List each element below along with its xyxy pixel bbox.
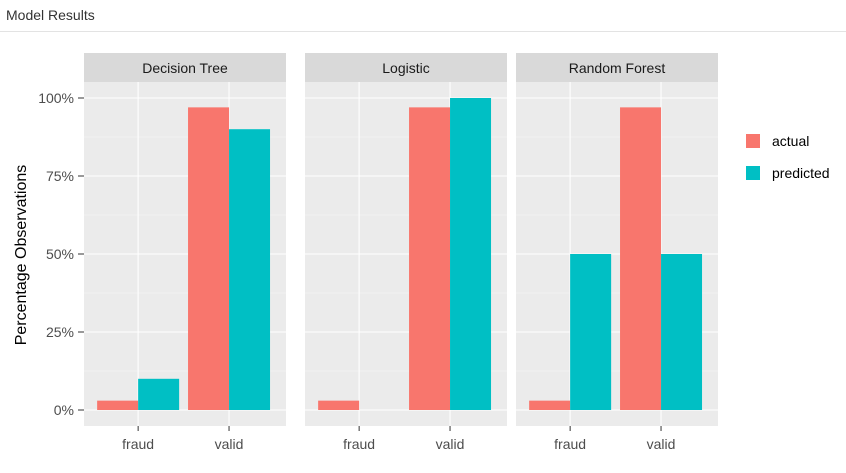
bar-actual-fraud	[97, 400, 139, 410]
y-axis-title: Percentage Observations	[13, 165, 30, 346]
facet-strip	[516, 53, 718, 82]
bar-predicted-valid	[229, 129, 271, 410]
facet-title: Logistic	[382, 60, 429, 76]
bar-actual-fraud	[318, 400, 360, 410]
bar-predicted-valid	[450, 98, 492, 410]
x-tick-label: valid	[436, 436, 465, 452]
y-tick-label: 25%	[46, 324, 74, 340]
bar-predicted-valid	[661, 254, 703, 410]
bar-actual-valid	[188, 107, 230, 411]
legend-swatch-predicted	[746, 166, 760, 180]
x-tick-label: valid	[647, 436, 676, 452]
legend-label-actual: actual	[772, 133, 809, 149]
facet-strip	[84, 53, 286, 82]
legend-label-predicted: predicted	[772, 165, 830, 181]
bar-actual-fraud	[529, 400, 571, 410]
x-tick-label: fraud	[554, 436, 586, 452]
facet-title: Decision Tree	[142, 60, 228, 76]
page-title: Model Results	[6, 7, 95, 23]
y-tick-label: 75%	[46, 168, 74, 184]
facet-title: Random Forest	[569, 60, 666, 76]
x-tick-label: fraud	[122, 436, 154, 452]
facet-strip	[305, 53, 507, 82]
legend-swatch-actual	[746, 134, 760, 148]
bar-predicted-fraud	[138, 378, 180, 410]
y-tick-label: 50%	[46, 246, 74, 262]
x-tick-label: fraud	[343, 436, 375, 452]
x-tick-label: valid	[215, 436, 244, 452]
bar-actual-valid	[409, 107, 451, 411]
page-header: Model Results	[0, 0, 846, 32]
y-tick-label: 100%	[38, 90, 74, 106]
bar-predicted-fraud	[570, 254, 612, 410]
y-tick-label: 0%	[54, 402, 74, 418]
bar-actual-valid	[620, 107, 662, 411]
